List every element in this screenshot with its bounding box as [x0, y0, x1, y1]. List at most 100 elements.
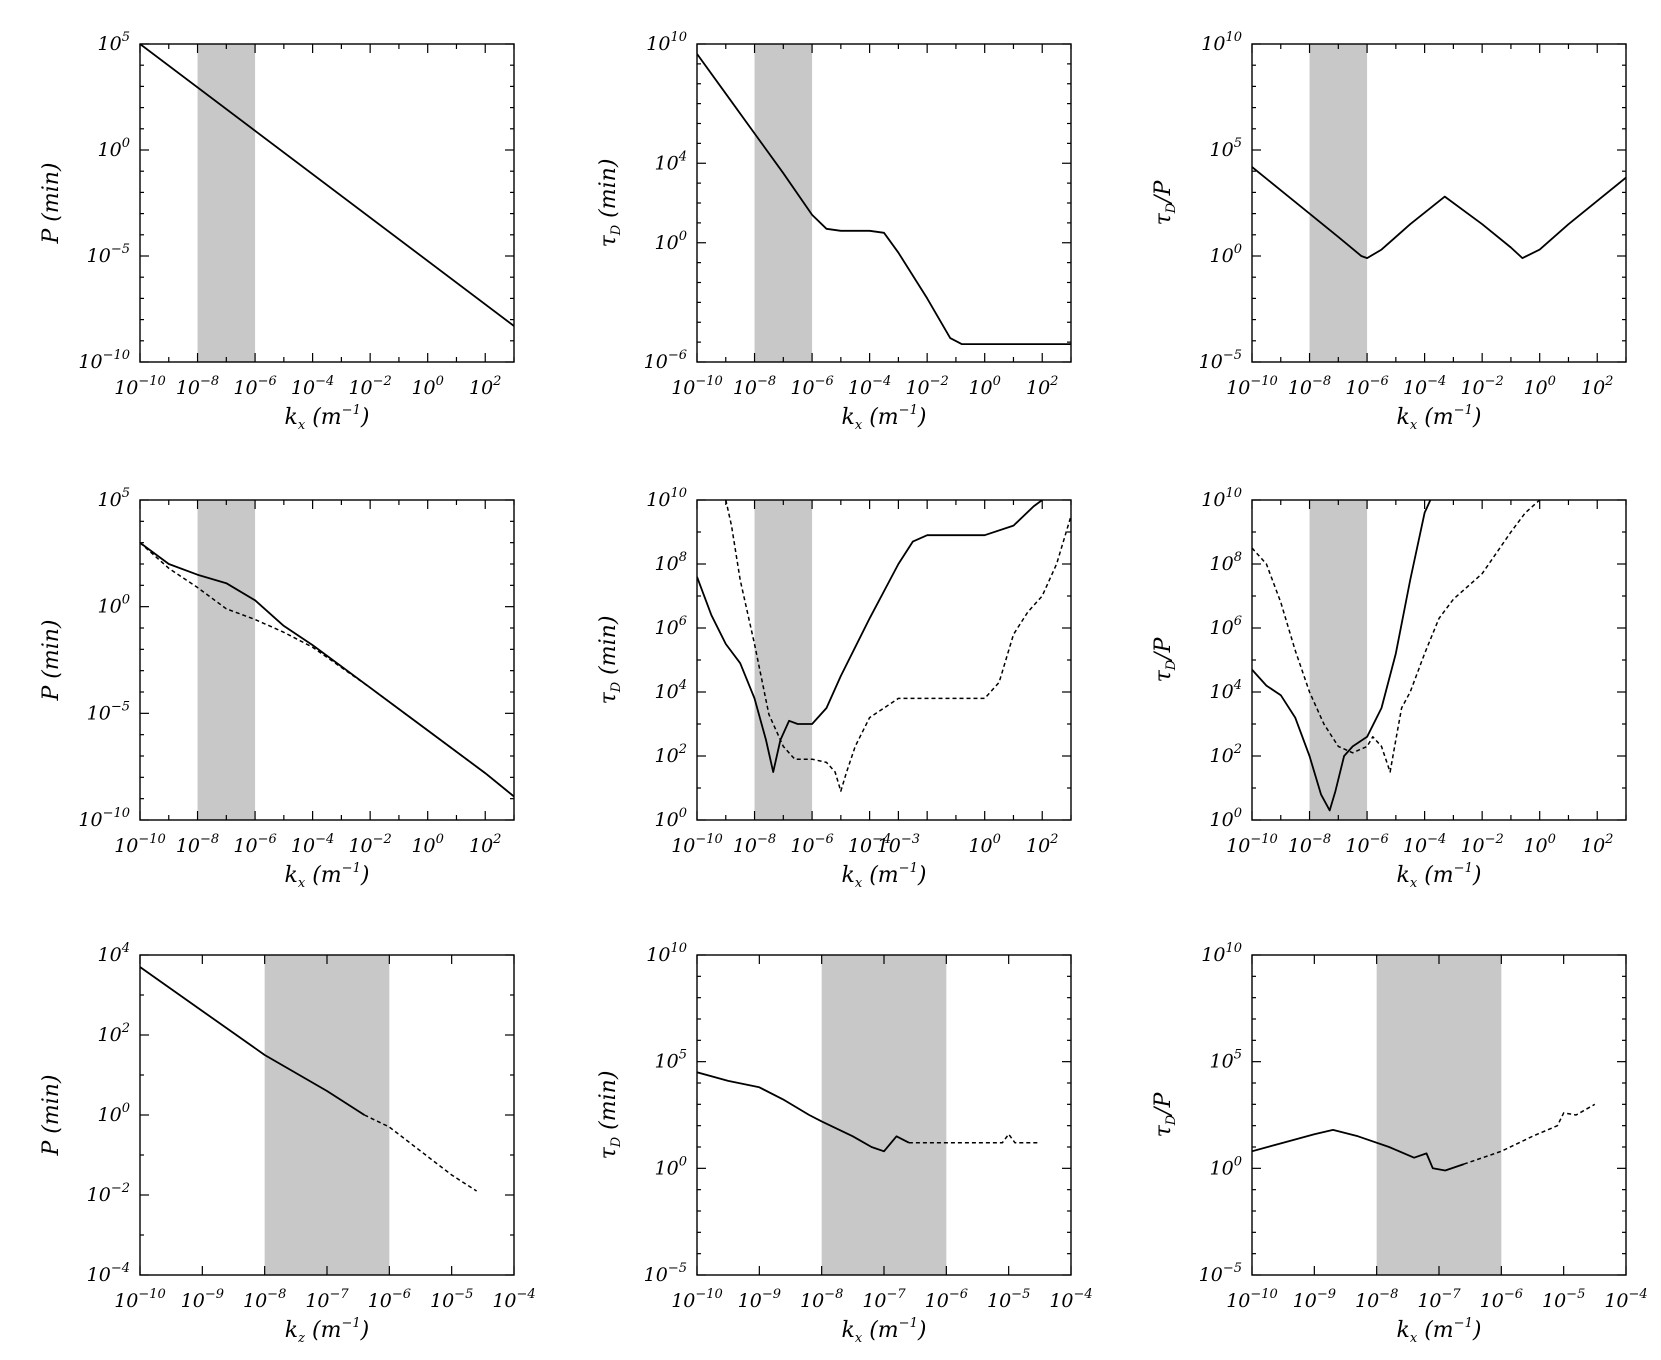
x-axis-label: kx (m−1)	[1397, 861, 1482, 891]
x-tick-label: 10−4	[291, 374, 334, 399]
x-tick-label: 10−2	[348, 374, 391, 399]
y-tick-label: 102	[98, 1021, 130, 1046]
y-tick-label: 10−5	[87, 699, 130, 724]
plot-frame	[139, 43, 515, 363]
y-tick-label: 10−10	[78, 806, 130, 831]
series-solid-line	[1252, 166, 1626, 259]
y-tick-label: 100	[98, 593, 130, 618]
y-axis-label: τD/P	[1151, 1091, 1179, 1137]
x-tick-label: 10−8	[176, 374, 219, 399]
series-dashed-line	[908, 1133, 1040, 1144]
x-tick-label: 10−5	[1542, 1287, 1585, 1312]
y-axis-label: τD (min)	[596, 616, 624, 705]
shaded-band	[1309, 44, 1368, 362]
panel-r1c2: 10−10 10−8 10−6 10−4 10−2 100 102 10−6 100 104 101…	[596, 30, 1072, 433]
panel-r1c3: 10−10 10−8 10−6 10−4 10−2 100 102 10−5 100 105 101…	[1151, 30, 1627, 433]
shaded-band	[264, 955, 390, 1275]
x-tick-label: 102	[1026, 832, 1058, 857]
shaded-band	[754, 44, 813, 362]
panel-r2c2: 10−10 10−8 10−6 10−410−3 100 102 100 102 104 106 1…	[596, 486, 1072, 891]
y-tick-label: 100	[655, 1154, 687, 1179]
x-tick-label: 10−8	[1288, 374, 1331, 399]
y-tick-label: 100	[98, 1101, 130, 1126]
y-tick-label: 10−4	[87, 1261, 130, 1286]
series-solid-line	[140, 541, 514, 798]
x-tick-label: 10−5	[430, 1287, 473, 1312]
x-tick-label: 100	[411, 374, 443, 399]
x-tick-label: 10−6	[790, 832, 833, 857]
x-tick-label: 10−4	[848, 832, 891, 857]
series-dashed-line	[1463, 1103, 1596, 1165]
x-tick-label: 10−10	[671, 1287, 723, 1312]
x-axis-label: kx (m−1)	[842, 1316, 927, 1346]
y-axis-label: P (min)	[39, 619, 64, 701]
x-tick-label: 100	[411, 832, 443, 857]
x-tick-label: 10−8	[1288, 832, 1331, 857]
series-dashed-line	[140, 542, 514, 798]
x-tick-label: 10−4	[492, 1287, 535, 1312]
series-solid-line	[1252, 500, 1432, 812]
panel-r2c1: 10−10 10−8 10−6 10−4 10−2 100 102 10−10 10−5 100 1…	[39, 486, 515, 891]
x-axis-label: kx (m−1)	[842, 861, 927, 891]
y-tick-label: 1010	[646, 30, 687, 55]
x-tick-label: 10−2	[905, 374, 948, 399]
x-tick-label: 10−10	[1226, 832, 1278, 857]
y-axis-label: τD/P	[1151, 636, 1179, 682]
x-tick-label: 10−8	[176, 832, 219, 857]
x-tick-label: 100	[1523, 374, 1555, 399]
x-tick-label: 10−5	[987, 1287, 1030, 1312]
series-solid-line	[1252, 1129, 1465, 1172]
x-axis-label: kx (m−1)	[842, 403, 927, 433]
y-tick-label: 102	[1210, 742, 1242, 767]
y-axis-label: τD/P	[1151, 179, 1179, 225]
x-tick-label: 10−4	[1403, 374, 1446, 399]
x-tick-label: 10−6	[1345, 374, 1388, 399]
plot-frame	[139, 499, 515, 821]
x-tick-label: 100	[1523, 832, 1555, 857]
x-tick-label: 102	[1581, 374, 1613, 399]
x-tick-label: 10−10	[671, 832, 723, 857]
plot-frame	[1251, 499, 1627, 821]
x-axis-label: kz (m−1)	[285, 1316, 369, 1346]
y-tick-label: 100	[1210, 1154, 1242, 1179]
panel-r3c1: 10−10 10−9 10−8 10−7 10−6 10−5 10−4 10−4 10−2 100…	[39, 941, 536, 1346]
x-tick-label: 10−7	[1417, 1287, 1461, 1312]
x-tick-label: 10−7	[862, 1287, 906, 1312]
x-tick-label: 10−10	[114, 1287, 166, 1312]
y-tick-label: 1010	[1201, 486, 1242, 511]
y-tick-label: 105	[1210, 136, 1242, 161]
y-tick-label: 10−5	[644, 1261, 687, 1286]
x-tick-label: 10−10	[114, 832, 166, 857]
y-tick-label: 10−5	[1199, 1261, 1242, 1286]
x-tick-label: 10−6	[233, 374, 276, 399]
series-dashed-line	[1252, 500, 1541, 773]
y-tick-label: 104	[655, 149, 687, 174]
x-tick-label: 10−8	[800, 1287, 843, 1312]
x-tick-label: 10−7	[305, 1287, 349, 1312]
x-tick-label: 10−8	[733, 374, 776, 399]
shaded-band	[754, 500, 813, 820]
x-axis-label: kx (m−1)	[1397, 1316, 1482, 1346]
y-tick-label: 10−5	[87, 242, 130, 267]
y-tick-label: 104	[655, 678, 687, 703]
series-solid-line	[140, 44, 514, 327]
series-solid-line	[697, 53, 1071, 345]
x-tick-label: 10−10	[114, 374, 166, 399]
x-tick-label: 102	[1581, 832, 1613, 857]
x-tick-label: 10−6	[1345, 832, 1388, 857]
x-tick-label: 10−8	[1355, 1287, 1398, 1312]
y-tick-label: 10−5	[1199, 348, 1242, 373]
y-tick-label: 10−2	[87, 1181, 130, 1206]
x-tick-label: 10−2	[1460, 374, 1503, 399]
x-tick-label: 10−6	[1480, 1287, 1523, 1312]
y-tick-label: 106	[1210, 614, 1242, 639]
y-tick-label: 108	[1210, 550, 1242, 575]
shaded-band	[1376, 955, 1502, 1275]
series-solid-line	[697, 1071, 910, 1153]
x-tick-label: 10−3	[877, 832, 920, 857]
series-dashed-line	[725, 500, 1071, 792]
y-tick-label: 100	[98, 136, 130, 161]
x-tick-label: 10−10	[671, 374, 723, 399]
x-tick-label: 10−2	[348, 832, 391, 857]
